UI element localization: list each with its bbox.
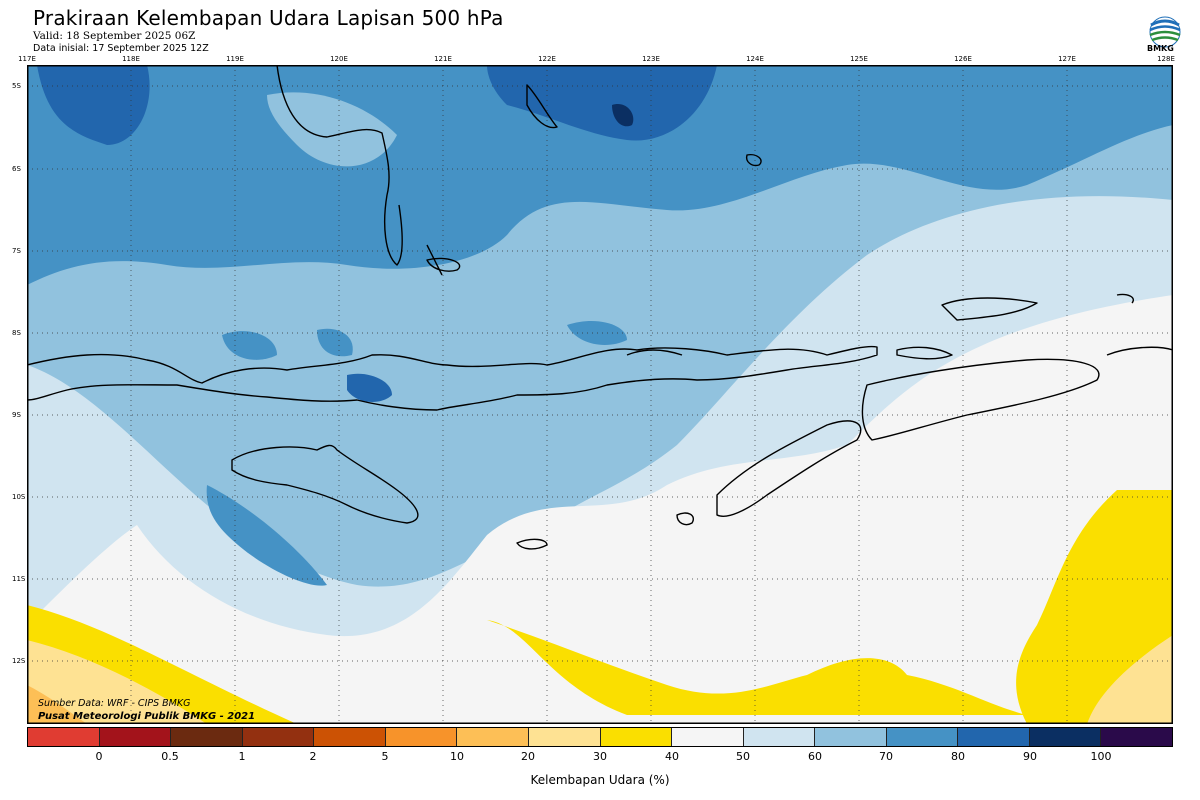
colorbar-tick: 0: [95, 750, 103, 763]
coastline-sumba: [231, 444, 419, 524]
lon-label: 119E: [226, 55, 244, 63]
colorbar-tick: 10: [450, 750, 464, 763]
colorbar-tick: 2: [309, 750, 317, 763]
humidity-field-90-nw: [37, 65, 150, 145]
colorbar-tick: 1: [238, 750, 246, 763]
lon-label: 125E: [850, 55, 868, 63]
lon-label: 123E: [642, 55, 660, 63]
lat-label: 10S: [12, 493, 26, 501]
lon-label: 127E: [1058, 55, 1076, 63]
colorbar-segment: [886, 728, 959, 746]
humidity-field-90-lombok: [347, 373, 392, 402]
colorbar-tick: 20: [521, 750, 535, 763]
lon-label: 117E: [18, 55, 36, 63]
lon-label: 118E: [122, 55, 140, 63]
humidity-field-80-nusa: [317, 328, 353, 357]
coastline-timor-outline: [861, 358, 1100, 441]
coastline-rote: [676, 512, 694, 526]
valid-time: Valid: 18 September 2025 06Z: [33, 30, 196, 42]
colorbar-tick: 60: [808, 750, 822, 763]
lat-label: 12S: [12, 657, 26, 665]
logo-text: BMKG: [1147, 44, 1174, 53]
humidity-field-40-south: [487, 620, 1027, 715]
colorbar-tick: 40: [665, 750, 679, 763]
colorbar-segment: [314, 728, 386, 746]
source-credit: Pusat Meteorologi Publik BMKG - 2021: [38, 711, 256, 722]
coastline-wetar: [941, 297, 1038, 321]
lat-label: 8S: [12, 329, 21, 337]
coastline-timor: [716, 420, 862, 517]
coastline-flores-north: [426, 257, 461, 272]
colorbar-segment: [171, 728, 243, 746]
coastline-selayar: [426, 244, 443, 276]
colorbar-segment: [815, 728, 887, 746]
bmkg-logo-icon: [1149, 16, 1181, 48]
colorbar-tick: 100: [1090, 750, 1112, 763]
colorbar: [27, 727, 1173, 747]
colorbar-segment: [1101, 728, 1172, 746]
humidity-field-80-bali: [222, 331, 277, 360]
colorbar-segment: [99, 728, 172, 746]
colorbar-tick: 5: [381, 750, 389, 763]
colorbar-segment: [385, 728, 458, 746]
humidity-field-50: [27, 295, 1173, 724]
lon-label: 128E: [1157, 55, 1175, 63]
coastline-buton: [526, 84, 558, 129]
coastline-tanimbar: [1106, 346, 1173, 356]
colorbar-tick: 90: [1023, 750, 1037, 763]
colorbar-segment: [600, 728, 673, 746]
coastline-sulawesi: [276, 65, 403, 266]
source-data: Sumber Data: WRF - CIPS BMKG: [38, 698, 191, 709]
colorbar-tick: 80: [951, 750, 965, 763]
humidity-field-70-patch: [267, 92, 397, 167]
humidity-map: [27, 65, 1173, 724]
lat-label: 6S: [12, 165, 21, 173]
colorbar-segment: [1029, 728, 1102, 746]
lat-label: 11S: [12, 575, 26, 583]
humidity-field-90-north: [487, 65, 717, 141]
lon-label: 124E: [746, 55, 764, 63]
colorbar-tick: 70: [879, 750, 893, 763]
initial-time: Data inisial: 17 September 2025 12Z: [33, 43, 209, 54]
colorbar-segment: [528, 728, 601, 746]
lon-label: 121E: [434, 55, 452, 63]
lat-label: 7S: [12, 247, 21, 255]
graticule: [27, 65, 1173, 724]
lon-label: 120E: [330, 55, 348, 63]
colorbar-segment: [28, 728, 100, 746]
lon-label: 126E: [954, 55, 972, 63]
colorbar-title: Kelembapan Udara (%): [530, 773, 670, 787]
coastline-lombok-sumbawa: [27, 345, 878, 411]
colorbar-tick: 30: [593, 750, 607, 763]
colorbar-segment: [672, 728, 744, 746]
colorbar-segment: [743, 728, 816, 746]
humidity-field-80-sumba: [206, 485, 327, 586]
coastline-sawu: [516, 538, 548, 550]
humidity-field-20-sw: [27, 685, 87, 724]
coastline-banda: [745, 153, 762, 167]
lat-label: 9S: [12, 411, 21, 419]
lat-label: 5S: [12, 82, 21, 90]
colorbar-tick: 50: [736, 750, 750, 763]
coastline-kei: [1116, 293, 1134, 304]
colorbar-segment: [457, 728, 529, 746]
coastlines: [27, 65, 1173, 550]
humidity-field-100-core: [612, 104, 634, 127]
coastline-alor: [896, 346, 953, 360]
coastline-flores-east: [626, 349, 683, 356]
colorbar-segment: [958, 728, 1030, 746]
map-border: [27, 65, 1173, 724]
lon-label: 122E: [538, 55, 556, 63]
colorbar-segment: [242, 728, 315, 746]
humidity-field-30-se: [1087, 635, 1173, 724]
map-title: Prakiraan Kelembapan Udara Lapisan 500 h…: [33, 6, 504, 30]
colorbar-tick: 0.5: [161, 750, 179, 763]
